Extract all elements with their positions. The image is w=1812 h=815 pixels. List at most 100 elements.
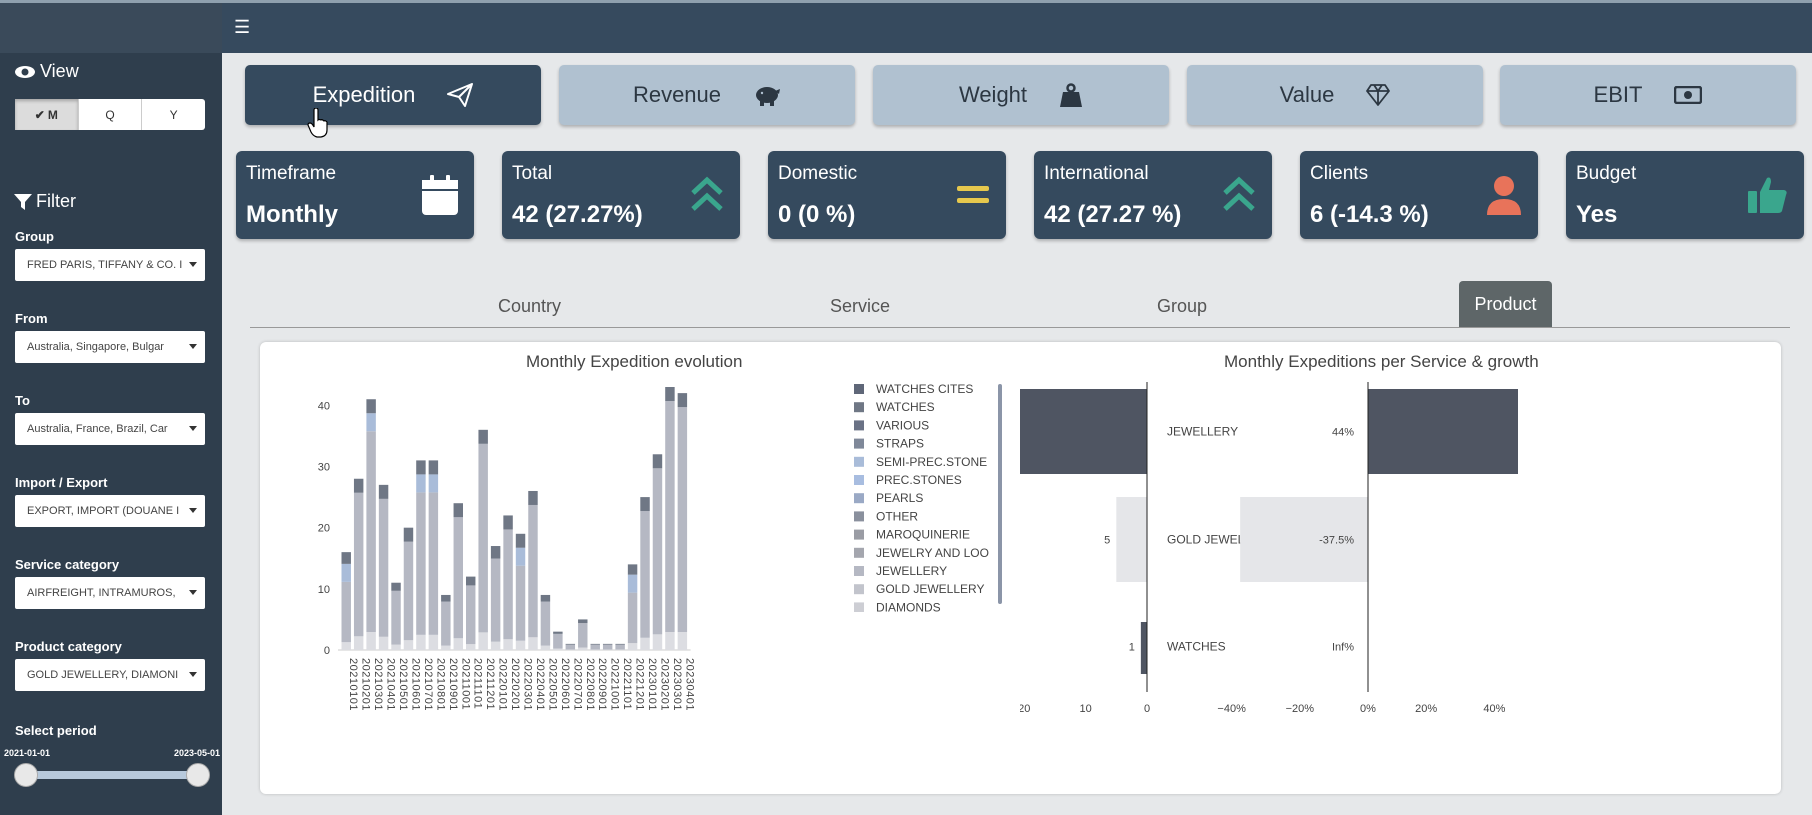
view-option-q[interactable]: Q xyxy=(79,99,143,130)
bar-segment xyxy=(366,399,376,414)
x-tick-label: 20220201 xyxy=(509,658,521,711)
view-option-y[interactable]: Y xyxy=(142,99,205,130)
bar-segment xyxy=(366,431,376,632)
legend-entry: PEARLS xyxy=(876,491,923,505)
bar-segment xyxy=(353,636,364,650)
x-tick-label: 10 xyxy=(1079,703,1091,715)
filter-label: Filter xyxy=(36,191,76,211)
bar-segment xyxy=(640,511,650,638)
legend-entry: SEMI-PREC.STONE xyxy=(876,455,987,469)
bar-segment xyxy=(378,636,389,650)
bar-segment xyxy=(453,638,463,650)
bar-segment xyxy=(441,594,451,602)
legend-entry: MAROQUINERIE xyxy=(876,528,970,542)
weight-icon xyxy=(1060,83,1083,107)
kpi-clients-title: Clients xyxy=(1310,163,1369,184)
kpi-timeframe-value: Monthly xyxy=(246,201,338,228)
period-slider-end-handle[interactable] xyxy=(186,763,210,787)
bar-segment xyxy=(466,585,476,645)
check-icon: ✔ xyxy=(34,107,45,122)
tab-country[interactable]: Country xyxy=(498,296,562,316)
service-category-label: JEWELLERY xyxy=(1167,425,1238,439)
bar-segment xyxy=(478,429,488,444)
tab-expedition[interactable]: Expedition xyxy=(245,65,541,125)
x-tick-label: 20220301 xyxy=(522,658,534,711)
chart-panel: Monthly Expedition evolution Monthly Exp… xyxy=(260,342,1781,794)
bar-segment xyxy=(677,393,688,408)
chevron-down-icon xyxy=(189,426,197,431)
bar-segment xyxy=(428,492,439,635)
window-top-border xyxy=(0,0,1812,3)
legend-scrollbar[interactable] xyxy=(998,384,1002,604)
bar-segment xyxy=(540,594,551,602)
x-tick-label: 20210801 xyxy=(434,658,446,711)
period-end-label: 2023-05-01 xyxy=(174,748,221,758)
from-filter-select[interactable]: Australia, Singapore, Bulgar xyxy=(15,331,205,363)
import-export-filter-select[interactable]: EXPORT, IMPORT (DOUANE I xyxy=(15,495,205,527)
y-tick-label: 30 xyxy=(318,462,330,474)
kpi-budget: Budget Yes xyxy=(1566,151,1804,239)
bar-segment xyxy=(590,643,600,645)
x-tick-label: 20211001 xyxy=(459,658,471,710)
x-tick-label: 20210101 xyxy=(347,658,359,711)
legend-swatch xyxy=(854,584,864,595)
bar-segment xyxy=(627,643,638,650)
product-category-filter-select[interactable]: GOLD JEWELLERY, DIAMONI xyxy=(15,659,205,691)
period-label: Select period xyxy=(15,723,97,738)
legend-entry: STRAPS xyxy=(876,437,924,451)
import-export-filter-value: EXPORT, IMPORT (DOUANE I xyxy=(27,505,180,517)
bar-segment xyxy=(640,637,650,650)
bar-segment xyxy=(602,643,613,645)
kpi-international: International 42 (27.27 %) xyxy=(1034,151,1272,239)
to-filter-label: To xyxy=(15,393,30,408)
view-option-m[interactable]: ✔ M xyxy=(15,99,79,130)
period-slider-track[interactable] xyxy=(25,771,198,779)
bar-segment xyxy=(341,563,351,582)
product-legend: WATCHES CITES WATCHES VARIOUS STRAPS SEMI-PR… xyxy=(854,382,989,612)
bar-segment xyxy=(428,474,439,493)
tab-group[interactable]: Group xyxy=(1157,296,1208,316)
y-tick-label: 40 xyxy=(318,400,330,412)
bar-segment xyxy=(403,640,414,650)
tab-weight[interactable]: Weight xyxy=(873,65,1169,125)
x-tick-label: 20220901 xyxy=(596,658,608,711)
bar-segment xyxy=(515,640,526,650)
view-option-y-label: Y xyxy=(169,107,178,122)
kpi-total-title: Total xyxy=(512,163,553,184)
to-filter-select[interactable]: Australia, France, Brazil, Car xyxy=(15,413,205,445)
hamburger-menu-icon[interactable]: ☰ xyxy=(234,17,251,37)
bar-segment xyxy=(478,443,488,633)
x-tick-label: 20211101 xyxy=(472,658,484,709)
service-category-filter-select[interactable]: AIRFREIGHT, INTRAMUROS, xyxy=(15,577,205,609)
period-slider-start-handle[interactable] xyxy=(14,763,38,787)
kpi-timeframe-title: Timeframe xyxy=(246,163,337,184)
group-filter-select[interactable]: FRED PARIS, TIFFANY & CO. I xyxy=(15,249,205,281)
bar-segment xyxy=(503,515,513,530)
legend-entry: JEWELRY AND LOO xyxy=(876,546,989,560)
bar-segment xyxy=(627,574,638,593)
tab-product[interactable]: Product xyxy=(1459,281,1552,327)
tab-value-label: Value xyxy=(1279,82,1335,107)
legend-swatch xyxy=(854,456,864,467)
bar-segment xyxy=(553,648,563,650)
tab-value[interactable]: Value xyxy=(1187,65,1483,125)
bar-segment xyxy=(540,601,551,646)
legend-entry: DIAMONDS xyxy=(876,600,941,612)
chevron-down-icon xyxy=(189,508,197,513)
tab-ebit[interactable]: EBIT xyxy=(1500,65,1796,125)
tab-revenue[interactable]: Revenue xyxy=(559,65,855,125)
mouse-cursor-icon xyxy=(307,108,328,138)
service-bar xyxy=(1020,389,1147,474)
x-tick-label: −20% xyxy=(1286,703,1315,715)
bar-segment xyxy=(553,633,563,649)
bar-segment xyxy=(366,632,376,650)
y-tick-label: 0 xyxy=(324,645,330,657)
growth-bar xyxy=(1240,497,1368,582)
bar-segment xyxy=(378,484,389,499)
tab-service[interactable]: Service xyxy=(830,296,891,316)
bar-segment xyxy=(652,454,663,469)
service-category-label: WATCHES xyxy=(1167,640,1226,654)
bar-segment xyxy=(615,643,625,645)
bar-segment xyxy=(490,641,501,650)
bar-segment xyxy=(391,582,401,591)
